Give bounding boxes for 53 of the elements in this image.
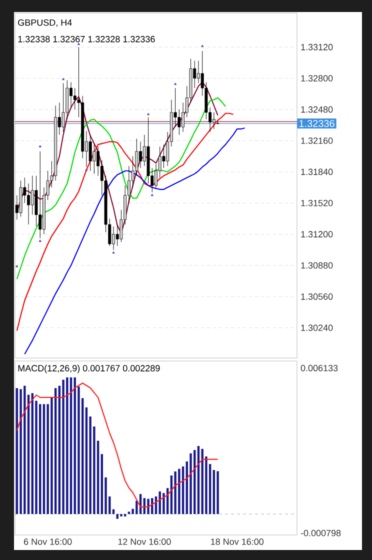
y-tick-label: 1.32160 — [301, 137, 333, 144]
chart-title: MACD(12,26,9) 0.001767 0.002289 — [18, 364, 160, 374]
y-tick-label: 1.32480 — [301, 106, 333, 113]
bar — [116, 514, 118, 519]
bar — [54, 388, 57, 514]
candlestick — [92, 144, 96, 174]
bar — [128, 512, 130, 514]
bar — [20, 389, 22, 514]
y-tick-label: 1.31840 — [301, 168, 333, 176]
y-tick-label: 1.33120 — [301, 44, 333, 50]
bar — [212, 470, 216, 514]
y-tick-label: 1.32800 — [301, 75, 333, 82]
candlestick — [30, 176, 34, 215]
ref-line-label: 1.32336 — [299, 120, 334, 128]
y-tick-label: 1.30240 — [301, 324, 333, 331]
bar — [201, 448, 204, 514]
bar — [42, 404, 46, 514]
bar — [16, 388, 18, 514]
bar — [62, 380, 64, 514]
bar — [85, 407, 88, 514]
candlestick — [62, 82, 65, 132]
x-tick-label: 6 Nov 16:00 — [24, 538, 72, 545]
bar — [31, 393, 34, 514]
bar — [24, 386, 26, 514]
candlestick — [139, 141, 142, 168]
candlestick — [88, 134, 92, 172]
y-tick-label: -0.000798 — [300, 530, 341, 536]
y-tick-label: 1.31200 — [301, 231, 333, 238]
candlestick — [38, 151, 42, 238]
candlestick — [212, 112, 216, 130]
candlestick — [27, 183, 30, 225]
x-tick-label: 12 Nov 16:00 — [118, 538, 171, 545]
y-tick-label: 1.30880 — [301, 262, 333, 269]
bar — [74, 377, 76, 514]
bar — [190, 453, 192, 514]
bar — [70, 377, 72, 514]
bar — [39, 404, 42, 514]
x-tick-label: 18 Nov 16:00 — [211, 538, 264, 545]
y-tick-label: 0.006133 — [300, 364, 338, 372]
bar — [147, 498, 150, 514]
text: 1.32338 1.32367 1.32328 1.32336 — [18, 36, 155, 42]
candlestick — [178, 109, 181, 136]
y-tick-label: 1.30560 — [301, 293, 333, 300]
text: GBPUSD, H4 — [18, 19, 72, 27]
bar — [174, 471, 176, 514]
candlestick — [73, 88, 76, 110]
bar — [66, 377, 68, 514]
candlestick — [112, 226, 115, 250]
bar — [178, 468, 180, 514]
bar — [216, 471, 219, 514]
candlestick — [162, 144, 166, 168]
y-tick-label: 1.31520 — [301, 200, 333, 206]
bar — [100, 454, 104, 514]
